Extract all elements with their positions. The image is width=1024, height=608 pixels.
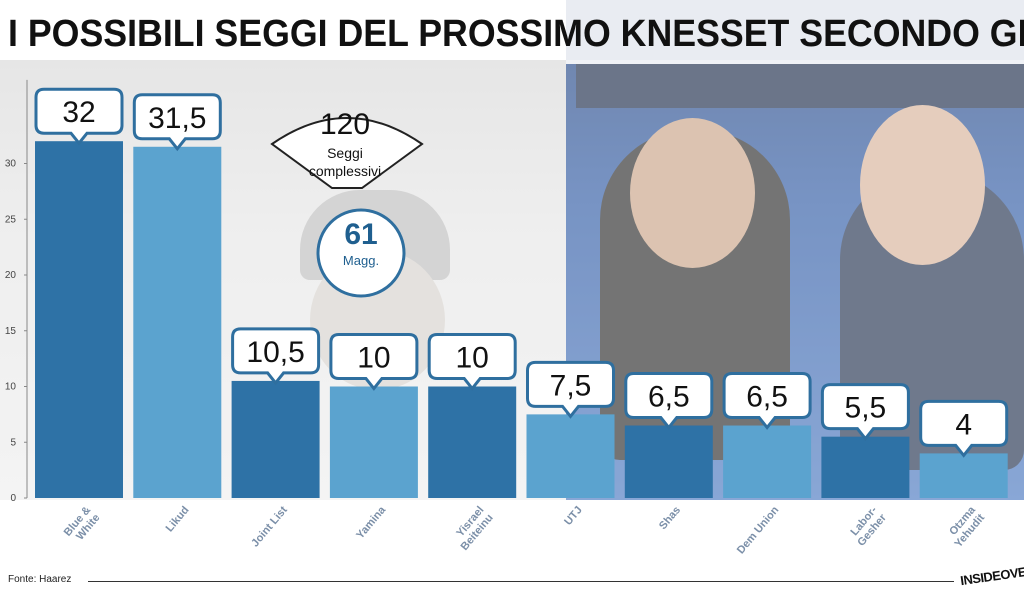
source-divider (88, 581, 954, 582)
value-bubble (820, 383, 910, 442)
majority-value: 61 (344, 218, 378, 251)
value-bubble (132, 93, 222, 152)
value-bubble (329, 333, 419, 391)
x-category-line: Dem Union (735, 504, 782, 556)
majority-label: Magg. (342, 253, 380, 268)
bar (231, 380, 320, 498)
data-label: 10 (357, 342, 390, 375)
background-face-left (630, 118, 755, 268)
data-label: 32 (62, 96, 95, 129)
y-tick-label: 5 (10, 437, 16, 448)
y-tick-label: 0 (10, 493, 16, 504)
x-category-line: Yamina (354, 504, 389, 542)
x-category-label: Joint List (249, 504, 290, 549)
value-bubble (526, 360, 615, 419)
bar (329, 386, 418, 498)
y-tick-label: 25 (5, 214, 17, 225)
y-tick-label: 30 (5, 159, 17, 170)
x-category-label: Likud (164, 504, 192, 534)
bar (428, 386, 517, 498)
x-category-label: Shas (657, 504, 683, 532)
bar (526, 414, 615, 498)
bar (723, 425, 812, 498)
x-category-label: UTJ (562, 504, 585, 528)
x-category-line: Shas (657, 504, 683, 532)
y-tick-label: 10 (5, 382, 17, 393)
x-category-label: Dem Union (735, 504, 782, 556)
total-seats-value: 120 (319, 108, 371, 141)
x-category-label: Blue &White (62, 504, 103, 546)
x-category-line: Joint List (249, 504, 290, 549)
value-bubble (919, 399, 1009, 458)
x-category-label: YisraelBeiteinu (449, 504, 495, 553)
x-category-label: Labor-Gesher (846, 504, 889, 549)
x-category-label: Yamina (354, 504, 389, 542)
value-bubble (624, 372, 714, 430)
x-category-line: Likud (164, 504, 192, 534)
chart-title: I POSSIBILI SEGGI DEL PROSSIMO KNESSET S… (8, 13, 1024, 55)
majority-circle (316, 208, 406, 298)
data-label: 6,5 (746, 381, 788, 414)
x-category-line: UTJ (562, 504, 585, 528)
bar-chart: 0 5 10 15 20 25 30 32 Blue &White 31,5 Likud 10,5 Jo… (5, 79, 1009, 556)
y-tick-label: 15 (5, 326, 17, 337)
y-tick-label: 20 (5, 270, 17, 281)
background-face-right (860, 105, 985, 265)
data-label: 5,5 (845, 392, 887, 425)
source-note: Fonte: Haarez (8, 574, 72, 585)
bar (919, 453, 1008, 498)
data-label: 4 (955, 408, 972, 441)
data-label: 31,5 (148, 102, 206, 135)
bar (624, 425, 713, 498)
bar (821, 436, 910, 498)
value-bubble (34, 87, 124, 146)
total-seats-fan (270, 117, 424, 189)
background-banner-dark (576, 64, 1024, 108)
total-seats-label-2: complessivi (308, 163, 382, 179)
value-bubble (427, 333, 517, 391)
data-label: 10,5 (246, 336, 304, 369)
value-bubble (231, 327, 321, 386)
data-label: 7,5 (550, 369, 592, 402)
bar (35, 141, 123, 498)
background-banner (566, 0, 1024, 64)
data-label: 10 (456, 342, 489, 375)
total-seats-label: Seggi (327, 145, 363, 161)
bar (133, 146, 222, 498)
data-label: 6,5 (648, 381, 690, 414)
x-category-label: OtzmaYehudit (943, 504, 987, 551)
value-bubble (722, 372, 812, 430)
